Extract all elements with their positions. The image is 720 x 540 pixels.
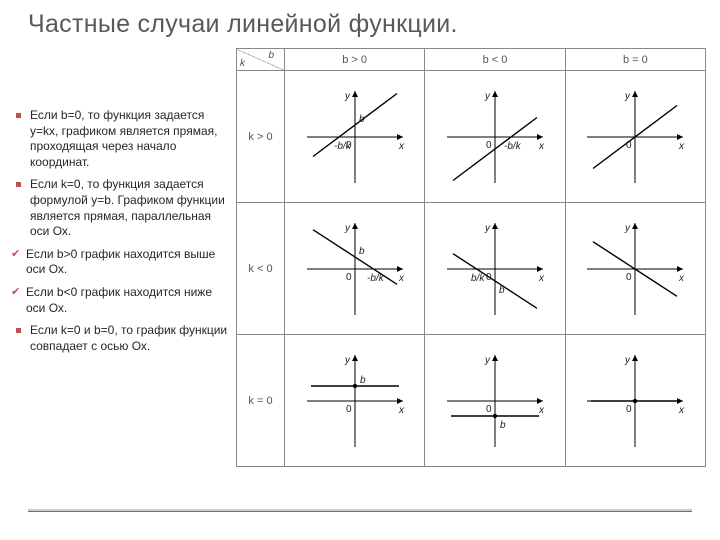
svg-text:0: 0	[346, 272, 352, 283]
svg-text:y: y	[624, 223, 631, 234]
svg-text:x: x	[678, 141, 685, 152]
svg-text:x: x	[538, 141, 545, 152]
svg-text:0: 0	[486, 140, 492, 151]
col-header: b = 0	[565, 49, 705, 71]
graph-cell: x y 0 b	[285, 335, 425, 467]
col-header: b > 0	[285, 49, 425, 71]
svg-text:x: x	[398, 273, 405, 284]
graph-cell: xy0	[565, 71, 705, 203]
svg-text:y: y	[484, 355, 491, 366]
bullet-list: Если b=0, то функция задается y=kx, граф…	[14, 108, 232, 354]
svg-text:b: b	[500, 420, 506, 431]
svg-text:x: x	[398, 141, 405, 152]
bullet-column: Если b=0, то функция задается y=kx, граф…	[14, 108, 232, 361]
svg-text:x: x	[678, 273, 685, 284]
svg-text:y: y	[484, 223, 491, 234]
svg-text:b/k: b/k	[471, 273, 485, 284]
svg-text:0: 0	[346, 404, 352, 415]
svg-text:x: x	[538, 405, 545, 416]
cases-table: kb b > 0 b < 0 b = 0 k > 0 xy0b-b/k xy0-…	[236, 48, 706, 467]
svg-text:y: y	[624, 91, 631, 102]
svg-text:x: x	[398, 405, 405, 416]
graph-cell: x y 0 -b/k	[425, 71, 565, 203]
graph-cell: xy0bb/k	[425, 203, 565, 335]
row-header: k = 0	[237, 335, 285, 467]
graph-cell: x y 0b	[425, 335, 565, 467]
page-title: Частные случаи линейной функции.	[28, 10, 458, 39]
svg-text:-b/k: -b/k	[334, 141, 352, 152]
bullet-item: Если k=0 и b=0, то график функции совпад…	[14, 323, 232, 354]
svg-text:y: y	[344, 355, 351, 366]
col-header: b < 0	[425, 49, 565, 71]
row-header: k < 0	[237, 203, 285, 335]
bullet-item: Если b>0 график находится выше оси Ох.	[14, 247, 232, 278]
svg-text:b: b	[359, 114, 365, 125]
svg-text:0: 0	[626, 272, 632, 283]
graph-cell: x y 0	[565, 203, 705, 335]
bullet-item: Если b=0, то функция задается y=kx, граф…	[14, 108, 232, 170]
svg-text:-b/k: -b/k	[504, 141, 522, 152]
graph-cell: x y 0	[565, 335, 705, 467]
footer-rule	[28, 509, 692, 512]
svg-text:b: b	[499, 285, 505, 296]
svg-text:y: y	[624, 355, 631, 366]
graph-cell: xy0b-b/k	[285, 71, 425, 203]
svg-text:0: 0	[486, 404, 492, 415]
svg-text:b: b	[360, 375, 366, 386]
svg-text:x: x	[538, 273, 545, 284]
graph-cell: x y 0 b -b/k	[285, 203, 425, 335]
svg-text:x: x	[678, 405, 685, 416]
corner-cell: kb	[237, 49, 285, 71]
svg-text:y: y	[484, 91, 491, 102]
svg-text:-b/k: -b/k	[367, 273, 385, 284]
bullet-item: Если b<0 график находится ниже оси Ох.	[14, 285, 232, 316]
row-header: k > 0	[237, 71, 285, 203]
bullet-item: Если k=0, то функция задается формулой y…	[14, 177, 232, 239]
svg-text:y: y	[344, 91, 351, 102]
svg-text:0: 0	[626, 404, 632, 415]
svg-text:b: b	[359, 246, 365, 257]
svg-text:y: y	[344, 223, 351, 234]
